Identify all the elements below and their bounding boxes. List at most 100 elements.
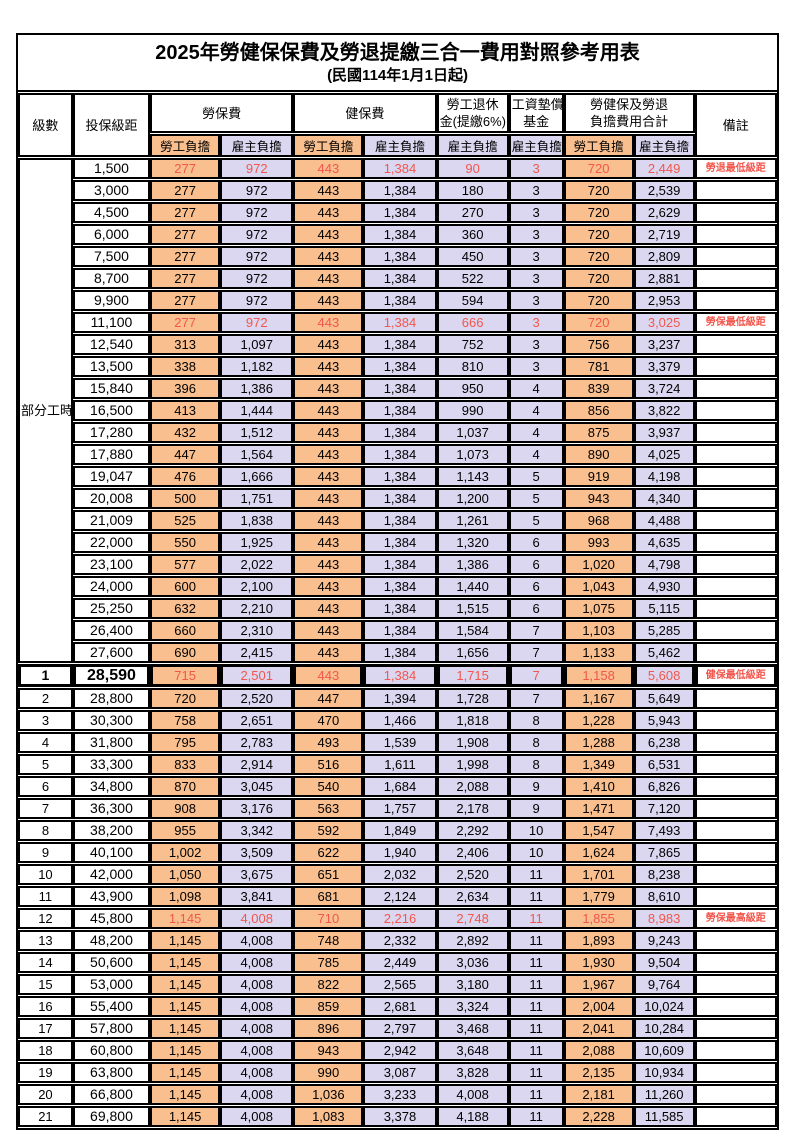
cell-labor-employee: 1,145	[150, 908, 221, 929]
table-row: 24,000 600 2,100 443 1,384 1,440 6 1,043 4,930	[18, 576, 777, 597]
cell-labor-employer: 972	[220, 246, 294, 267]
cell-total-employer: 8,238	[633, 864, 695, 885]
cell-total-employer: 5,285	[633, 620, 695, 641]
cell-total-employee: 1,893	[563, 930, 634, 951]
cell-level: 12	[18, 908, 73, 929]
cell-total-employee: 720	[563, 246, 634, 267]
cell-pension-employer: 1,200	[436, 488, 509, 509]
cell-level: 2	[18, 688, 73, 709]
cell-bracket: 45,800	[72, 908, 151, 929]
cell-remark	[694, 864, 777, 885]
cell-health-employer: 1,611	[363, 754, 437, 775]
cell-fund-employer: 11	[508, 1040, 564, 1061]
cell-total-employee: 2,228	[563, 1106, 634, 1127]
cell-fund-employer: 6	[508, 598, 564, 619]
cell-health-employee: 443	[293, 510, 364, 531]
cell-fund-employer: 7	[508, 642, 564, 663]
cell-pension-employer: 594	[436, 290, 509, 311]
table-body: 部分工時 1,500 277 972 443 1,384 90 3 720 2,449 勞退最低級距…	[18, 158, 777, 1127]
cell-total-employee: 720	[563, 312, 634, 333]
cell-labor-employer: 972	[220, 180, 294, 201]
cell-total-employee: 1,075	[563, 598, 634, 619]
cell-bracket: 24,000	[72, 576, 151, 597]
table-row: 15,840 396 1,386 443 1,384 950 4 839 3,724	[18, 378, 777, 399]
cell-health-employee: 443	[293, 202, 364, 223]
cell-bracket: 21,009	[72, 510, 151, 531]
cell-labor-employer: 2,310	[220, 620, 294, 641]
cell-remark	[694, 180, 777, 201]
cell-health-employee: 1,036	[293, 1084, 364, 1105]
cell-labor-employee: 550	[150, 532, 221, 553]
cell-pension-employer: 666	[436, 312, 509, 333]
cell-total-employer: 6,238	[633, 732, 695, 753]
cell-labor-employee: 1,145	[150, 1040, 221, 1061]
cell-remark	[694, 598, 777, 619]
cell-fund-employer: 11	[508, 974, 564, 995]
fund-header-line1: 工資墊償	[511, 97, 564, 112]
cell-pension-employer: 2,520	[436, 864, 509, 885]
table-row: 4,500 277 972 443 1,384 270 3 720 2,629	[18, 202, 777, 223]
cell-level: 6	[18, 776, 73, 797]
cell-labor-employee: 600	[150, 576, 221, 597]
cell-pension-employer: 2,292	[436, 820, 509, 841]
cell-labor-employee: 338	[150, 356, 221, 377]
cell-total-employer: 4,635	[633, 532, 695, 553]
cell-fund-employer: 3	[508, 290, 564, 311]
fee-reference-sheet: 2025年勞健保保費及勞退提繳三合一費用對照參考用表 (民國114年1月1日起)…	[16, 33, 779, 1130]
cell-labor-employer: 2,520	[220, 688, 294, 709]
cell-labor-employer: 1,751	[220, 488, 294, 509]
cell-labor-employer: 3,841	[220, 886, 294, 907]
cell-health-employee: 622	[293, 842, 364, 863]
cell-labor-employer: 1,182	[220, 356, 294, 377]
cell-labor-employee: 758	[150, 710, 221, 731]
cell-total-employee: 720	[563, 180, 634, 201]
cell-labor-employee: 277	[150, 224, 221, 245]
cell-total-employee: 1,967	[563, 974, 634, 995]
cell-bracket: 13,500	[72, 356, 151, 377]
cell-labor-employer: 4,008	[220, 974, 294, 995]
cell-health-employee: 822	[293, 974, 364, 995]
cell-remark	[694, 1040, 777, 1061]
cell-health-employee: 443	[293, 664, 364, 687]
cell-fund-employer: 6	[508, 576, 564, 597]
cell-labor-employer: 2,651	[220, 710, 294, 731]
table-row: 19,047 476 1,666 443 1,384 1,143 5 919 4,198	[18, 466, 777, 487]
cell-total-employee: 2,041	[563, 1018, 634, 1039]
cell-total-employee: 720	[563, 158, 634, 179]
cell-health-employer: 2,797	[363, 1018, 437, 1039]
cell-labor-employer: 4,008	[220, 908, 294, 929]
cell-level: 16	[18, 996, 73, 1017]
cell-labor-employee: 632	[150, 598, 221, 619]
cell-remark	[694, 510, 777, 531]
cell-remark	[694, 996, 777, 1017]
table-row: 18 60,800 1,145 4,008 943 2,942 3,648 11 2,088 10…	[18, 1040, 777, 1061]
table-row: 13,500 338 1,182 443 1,384 810 3 781 3,379	[18, 356, 777, 377]
cell-bracket: 8,700	[72, 268, 151, 289]
cell-labor-employee: 870	[150, 776, 221, 797]
cell-total-employer: 3,937	[633, 422, 695, 443]
cell-total-employee: 1,547	[563, 820, 634, 841]
cell-health-employer: 2,216	[363, 908, 437, 929]
cell-fund-employer: 5	[508, 466, 564, 487]
cell-remark: 健保最低級距	[694, 664, 777, 687]
cell-pension-employer: 522	[436, 268, 509, 289]
cell-labor-employer: 4,008	[220, 1084, 294, 1105]
cell-health-employee: 443	[293, 180, 364, 201]
cell-bracket: 28,800	[72, 688, 151, 709]
cell-remark	[694, 930, 777, 951]
cell-total-employee: 919	[563, 466, 634, 487]
cell-pension-employer: 4,008	[436, 1084, 509, 1105]
cell-pension-employer: 752	[436, 334, 509, 355]
table-row: 7,500 277 972 443 1,384 450 3 720 2,809	[18, 246, 777, 267]
cell-pension-employer: 3,468	[436, 1018, 509, 1039]
col-header-remark: 備註	[694, 93, 777, 157]
cell-pension-employer: 360	[436, 224, 509, 245]
table-row: 9,900 277 972 443 1,384 594 3 720 2,953	[18, 290, 777, 311]
cell-remark	[694, 886, 777, 907]
total-header-line1: 勞健保及勞退	[590, 97, 669, 112]
cell-fund-employer: 3	[508, 312, 564, 333]
cell-remark	[694, 732, 777, 753]
cell-labor-employer: 2,501	[220, 664, 294, 687]
cell-total-employer: 11,585	[633, 1106, 695, 1127]
cell-labor-employee: 476	[150, 466, 221, 487]
